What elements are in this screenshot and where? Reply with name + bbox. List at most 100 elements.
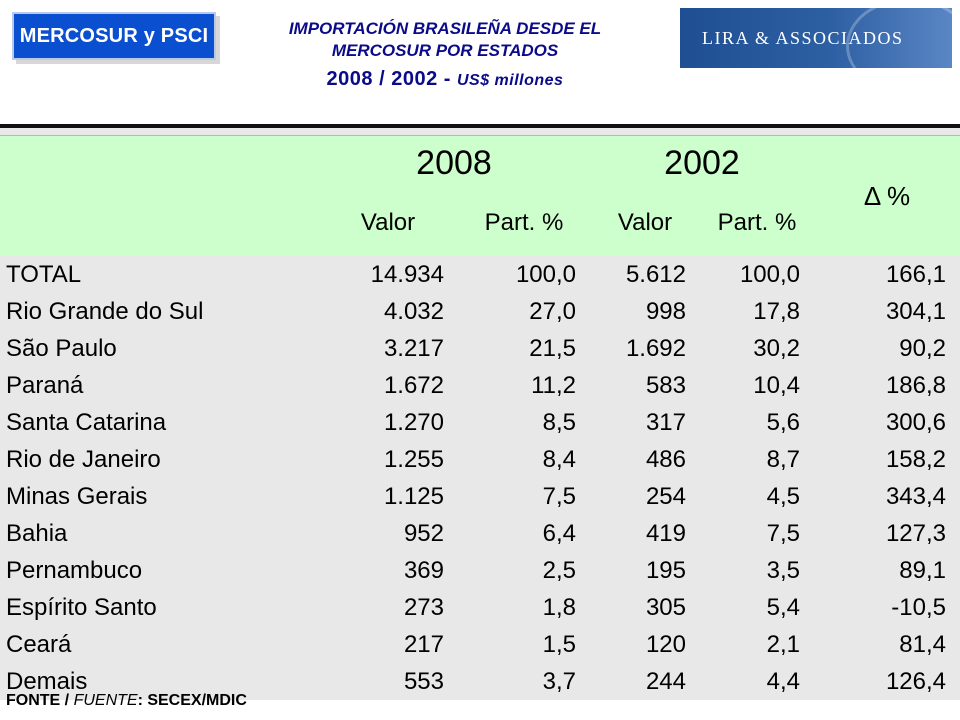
cell-p2002: 100,0 — [739, 261, 800, 288]
page-title: IMPORTACIÓN BRASILEÑA DESDE EL MERCOSUR … — [220, 18, 670, 91]
state-name: Rio Grande do Sul — [6, 298, 204, 325]
cell-delta: 186,8 — [885, 372, 946, 399]
source-note: FONTE / FUENTE: SECEX/MDIC — [6, 692, 247, 710]
cell-p2002: 3,5 — [766, 557, 800, 584]
cell-v2002: 195 — [645, 557, 686, 584]
table-row — [0, 256, 960, 293]
cell-delta: 89,1 — [899, 557, 946, 584]
table-row — [0, 515, 960, 552]
cell-delta: -10,5 — [891, 594, 946, 621]
state-name: Santa Catarina — [6, 409, 167, 436]
table-row — [0, 330, 960, 367]
header-valor-2002: Valor — [590, 190, 700, 256]
cell-v2008: 273 — [403, 594, 444, 621]
header-part-2008: Part. % — [458, 190, 590, 256]
state-name: Rio de Janeiro — [6, 446, 161, 473]
state-name: Pernambuco — [6, 557, 143, 584]
cell-v2008: 553 — [403, 668, 444, 695]
header-year-2002: 2002 — [590, 136, 814, 190]
cell-p2008: 1,8 — [542, 594, 576, 621]
title-line-1: IMPORTACIÓN BRASILEÑA DESDE EL — [288, 19, 602, 38]
cell-v2008: 4.032 — [383, 298, 444, 325]
table-row — [0, 626, 960, 663]
cell-delta: 126,4 — [885, 668, 946, 695]
cell-p2008: 11,2 — [531, 372, 576, 399]
cell-delta: 304,1 — [885, 298, 946, 325]
cell-v2002: 486 — [645, 446, 686, 473]
cell-v2002: 998 — [645, 298, 686, 325]
cell-p2008: 1,5 — [542, 631, 576, 658]
title-years-text: 2008 / 2002 - — [326, 68, 451, 90]
state-name: Minas Gerais — [6, 483, 148, 510]
import-table: 2008 2002 Δ % Valor Part. % Valor Part. % TOTAL… — [0, 124, 960, 700]
cell-p2002: 4,5 — [766, 483, 800, 510]
cell-p2002: 8,7 — [766, 446, 800, 473]
cell-v2002: 120 — [645, 631, 686, 658]
cell-p2008: 6,4 — [542, 520, 576, 547]
table-row — [0, 589, 960, 626]
mercosur-psci-logo-text: MERCOSUR y PSCI — [19, 24, 209, 47]
mercosur-psci-logo: MERCOSUR y PSCI — [12, 12, 216, 60]
cell-p2008: 8,4 — [542, 446, 576, 473]
lira-associados-logo-text: LIRA & ASSOCIADOS — [702, 28, 904, 48]
cell-p2002: 5,4 — [766, 594, 800, 621]
cell-v2002: 5.612 — [625, 261, 686, 288]
logo-swoosh-icon — [846, 8, 952, 68]
cell-v2002: 317 — [645, 409, 686, 436]
cell-v2008: 1.270 — [383, 409, 444, 436]
cell-p2002: 17,8 — [753, 298, 800, 325]
cell-delta: 90,2 — [899, 335, 946, 362]
cell-v2002: 254 — [645, 483, 686, 510]
cell-delta: 166,1 — [885, 261, 946, 288]
table-row — [0, 404, 960, 441]
cell-v2002: 583 — [645, 372, 686, 399]
cell-v2008: 217 — [403, 631, 444, 658]
title-line-2: MERCOSUR POR ESTADOS — [331, 41, 559, 60]
cell-v2002: 244 — [645, 668, 686, 695]
cell-v2008: 1.125 — [383, 483, 444, 510]
cell-delta: 81,4 — [899, 631, 946, 658]
header-corner — [0, 136, 318, 256]
header-delta-percent: Δ % — [814, 136, 960, 256]
lira-associados-logo: LIRA & ASSOCIADOS — [680, 8, 952, 68]
cell-v2008: 1.672 — [383, 372, 444, 399]
cell-v2008: 952 — [403, 520, 444, 547]
cell-p2002: 5,6 — [766, 409, 800, 436]
cell-p2008: 27,0 — [529, 298, 576, 325]
state-name: TOTAL — [6, 261, 82, 288]
cell-p2008: 100,0 — [515, 261, 576, 288]
state-name: Espírito Santo — [6, 594, 157, 621]
title-years: 2008 / 2002 - US$ millones — [220, 68, 670, 91]
table-row — [0, 367, 960, 404]
cell-delta: 127,3 — [885, 520, 946, 547]
cell-p2002: 30,2 — [753, 335, 800, 362]
cell-p2008: 2,5 — [542, 557, 576, 584]
cell-v2008: 1.255 — [383, 446, 444, 473]
cell-p2002: 10,4 — [753, 372, 800, 399]
state-name: Ceará — [6, 631, 72, 658]
cell-v2008: 3.217 — [383, 335, 444, 362]
cell-p2008: 3,7 — [542, 668, 576, 695]
state-name: Bahia — [6, 520, 68, 547]
header-year-2008: 2008 — [318, 136, 590, 190]
source-rest: : SECEX/MDIC — [137, 692, 247, 709]
title-unit: US$ millones — [456, 72, 564, 89]
table-row — [0, 552, 960, 589]
cell-v2008: 14.934 — [370, 261, 444, 288]
state-name: São Paulo — [6, 335, 117, 362]
state-name: Demais — [6, 668, 88, 695]
table-row — [0, 478, 960, 515]
cell-p2002: 4,4 — [766, 668, 800, 695]
header-valor-2008: Valor — [318, 190, 458, 256]
cell-p2002: 2,1 — [766, 631, 800, 658]
state-name: Paraná — [6, 372, 84, 399]
cell-delta: 343,4 — [885, 483, 946, 510]
header-part-2002: Part. % — [700, 190, 814, 256]
cell-delta: 158,2 — [885, 446, 946, 473]
cell-p2008: 7,5 — [542, 483, 576, 510]
table-row — [0, 441, 960, 478]
table-row — [0, 663, 960, 700]
source-fonte: FONTE / — [6, 692, 70, 709]
cell-v2002: 305 — [645, 594, 686, 621]
cell-p2008: 8,5 — [542, 409, 576, 436]
